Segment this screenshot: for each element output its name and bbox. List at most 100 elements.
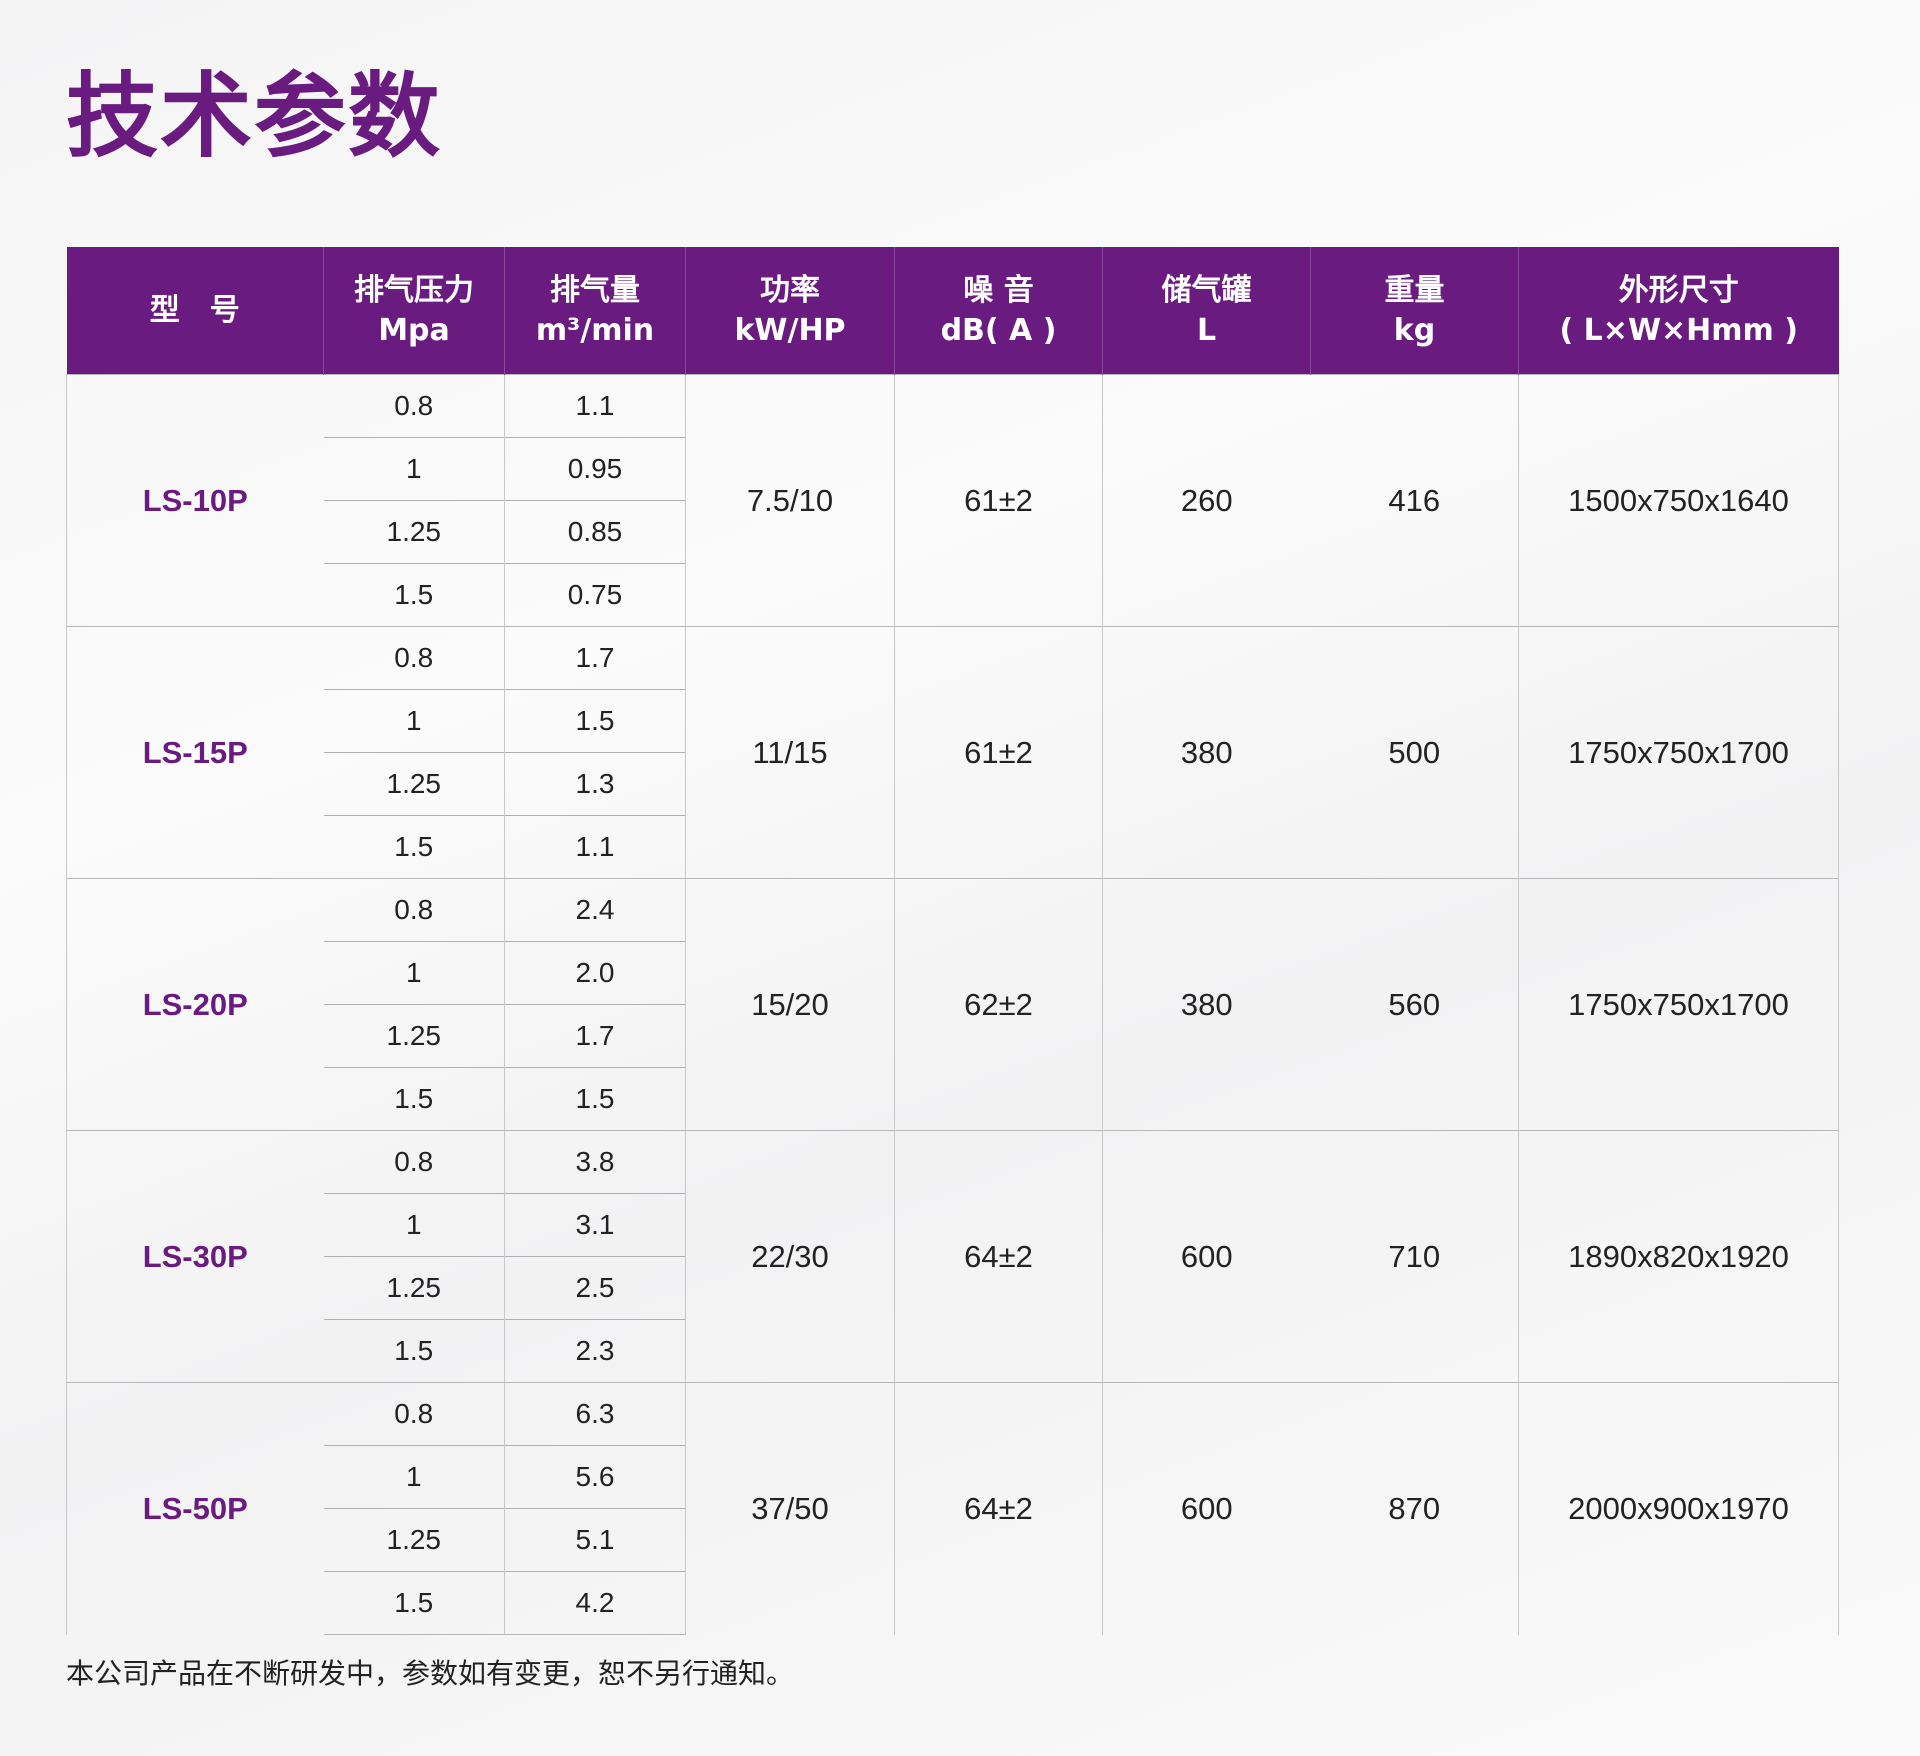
pressure-cell: 0.8 — [323, 626, 505, 690]
page-title: 技术参数 — [66, 63, 443, 170]
pressure-cell: 1 — [323, 1445, 505, 1509]
pressure-cell: 0.8 — [323, 878, 505, 942]
tank-cell: 380 — [1102, 878, 1311, 1131]
pressure-cell: 1.25 — [323, 1256, 505, 1320]
flow-cell: 5.6 — [504, 1445, 686, 1509]
flow-cell: 3.1 — [504, 1193, 686, 1257]
pressure-cell: 1.25 — [323, 1508, 505, 1572]
flow-cell: 1.3 — [504, 752, 686, 816]
flow-cell: 4.2 — [504, 1571, 686, 1635]
flow-cell: 1.1 — [504, 815, 686, 879]
pressure-cell: 1 — [323, 941, 505, 1005]
tank-cell: 380 — [1102, 626, 1311, 879]
tank-cell: 600 — [1102, 1382, 1311, 1635]
table-row: 1.5 2.3 — [67, 1319, 1839, 1383]
table-row: 1 5.6 — [67, 1445, 1839, 1509]
noise-cell: 64±2 — [894, 1382, 1103, 1635]
model-name: LS-20P — [66, 878, 324, 1131]
flow-cell: 5.1 — [504, 1508, 686, 1572]
noise-cell: 61±2 — [894, 626, 1103, 879]
flow-cell: 0.95 — [504, 437, 686, 501]
table-row: 1.5 4.2 — [67, 1571, 1839, 1635]
tank-cell: 600 — [1102, 1130, 1311, 1383]
pressure-cell: 1.25 — [323, 1004, 505, 1068]
header-pressure: 排气压力 Mpa — [323, 247, 505, 375]
pressure-cell: 1 — [323, 689, 505, 753]
tank-cell: 260 — [1102, 374, 1311, 627]
power-cell: 22/30 — [685, 1130, 895, 1383]
table-row: LS-20P 0.8 2.4 15/20 62±2 380 560 1750x7… — [66, 878, 1839, 1131]
header-row: 型 号 排气压力 Mpa 排气量 m³/min 功率 kW/HP 噪 音 dB( A )… — [66, 247, 1839, 375]
flow-cell: 2.4 — [504, 878, 686, 942]
pressure-cell: 0.8 — [323, 1130, 505, 1194]
table-row: 1.25 0.85 — [67, 500, 1839, 564]
table-row: 1.25 1.3 — [67, 752, 1839, 816]
power-cell: 37/50 — [685, 1382, 895, 1635]
pressure-cell: 1.25 — [323, 500, 505, 564]
pressure-cell: 1.5 — [323, 1319, 505, 1383]
header-tank: 储气罐 L — [1102, 247, 1311, 375]
size-cell: 1500x750x1640 — [1518, 374, 1839, 627]
header-weight: 重量 kg — [1310, 247, 1519, 375]
header-flow: 排气量 m³/min — [504, 247, 686, 375]
size-cell: 2000x900x1970 — [1518, 1382, 1839, 1635]
table-row: 1.25 2.5 — [67, 1256, 1839, 1320]
pressure-cell: 1.5 — [323, 1571, 505, 1635]
flow-cell: 1.1 — [504, 374, 686, 438]
table-row: LS-15P 0.8 1.7 11/15 61±2 380 500 1750x7… — [66, 626, 1839, 879]
flow-cell: 1.5 — [504, 689, 686, 753]
pressure-cell: 0.8 — [323, 1382, 505, 1446]
table-row: 1 0.95 — [67, 437, 1839, 501]
table-row: LS-30P 0.8 3.8 22/30 64±2 600 710 1890x8… — [66, 1130, 1839, 1383]
pressure-cell: 1.5 — [323, 1067, 505, 1131]
flow-cell: 2.3 — [504, 1319, 686, 1383]
pressure-cell: 1.25 — [323, 752, 505, 816]
table-row: 1 3.1 — [67, 1193, 1839, 1257]
model-name: LS-15P — [66, 626, 324, 879]
size-cell: 1750x750x1700 — [1518, 878, 1839, 1131]
weight-cell: 560 — [1310, 878, 1519, 1131]
pressure-cell: 1.5 — [323, 563, 505, 627]
size-cell: 1890x820x1920 — [1518, 1130, 1839, 1383]
flow-cell: 3.8 — [504, 1130, 686, 1194]
table-row: 1 2.0 — [67, 941, 1839, 1005]
power-cell: 15/20 — [685, 878, 895, 1131]
flow-cell: 1.5 — [504, 1067, 686, 1131]
spec-table: 型 号 排气压力 Mpa 排气量 m³/min 功率 kW/HP 噪 音 dB( A )… — [66, 247, 1839, 1635]
weight-cell: 710 — [1310, 1130, 1519, 1383]
pressure-cell: 1 — [323, 1193, 505, 1257]
weight-cell: 416 — [1310, 374, 1519, 627]
weight-cell: 870 — [1310, 1382, 1519, 1635]
pressure-cell: 0.8 — [323, 374, 505, 438]
model-name: LS-10P — [66, 374, 324, 627]
power-cell: 11/15 — [685, 626, 895, 879]
flow-cell: 1.7 — [504, 626, 686, 690]
table-row: 1 1.5 — [67, 689, 1839, 753]
table-row: LS-10P 0.8 1.1 7.5/10 61±2 260 416 1500x… — [66, 374, 1839, 627]
flow-cell: 0.85 — [504, 500, 686, 564]
model-name: LS-30P — [66, 1130, 324, 1383]
model-name: LS-50P — [66, 1382, 324, 1635]
weight-cell: 500 — [1310, 626, 1519, 879]
header-power: 功率 kW/HP — [685, 247, 895, 375]
pressure-cell: 1 — [323, 437, 505, 501]
flow-cell: 2.0 — [504, 941, 686, 1005]
flow-cell: 1.7 — [504, 1004, 686, 1068]
table-row: 1.25 1.7 — [67, 1004, 1839, 1068]
noise-cell: 61±2 — [894, 374, 1103, 627]
table-row: 1.25 5.1 — [67, 1508, 1839, 1572]
noise-cell: 64±2 — [894, 1130, 1103, 1383]
flow-cell: 6.3 — [504, 1382, 686, 1446]
header-model: 型 号 — [66, 247, 324, 375]
header-size: 外形尺寸( L×W×Hmm ) — [1518, 247, 1839, 375]
pressure-cell: 1.5 — [323, 815, 505, 879]
size-cell: 1750x750x1700 — [1518, 626, 1839, 879]
power-cell: 7.5/10 — [685, 374, 895, 627]
flow-cell: 2.5 — [504, 1256, 686, 1320]
noise-cell: 62±2 — [894, 878, 1103, 1131]
footnote: 本公司产品在不断研发中，参数如有变更，恕不另行通知。 — [66, 1657, 795, 1690]
flow-cell: 0.75 — [504, 563, 686, 627]
table-row: 1.5 0.75 — [67, 563, 1839, 627]
table-row: LS-50P 0.8 6.3 37/50 64±2 600 870 2000x9… — [66, 1382, 1839, 1635]
header-noise: 噪 音 dB( A ) — [894, 247, 1103, 375]
